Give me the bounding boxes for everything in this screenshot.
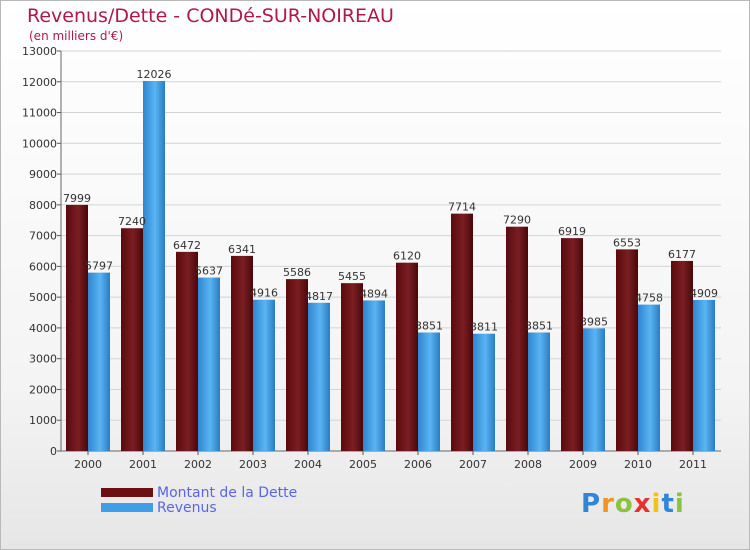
legend-swatch-dette (101, 488, 153, 497)
logo-letter: x (633, 489, 652, 519)
y-tick-label: 1000 (29, 414, 57, 427)
x-tick-label: 2010 (624, 458, 652, 471)
data-label: 5637 (195, 265, 223, 278)
logo-letter: i (674, 489, 685, 519)
bar-dette (506, 226, 528, 451)
bar-revenus (693, 299, 715, 451)
y-tick-label: 9000 (29, 168, 57, 181)
x-tick-label: 2002 (184, 458, 212, 471)
legend-label-dette: Montant de la Dette (157, 484, 298, 501)
data-label: 3851 (415, 320, 443, 333)
x-tick-label: 2006 (404, 458, 432, 471)
data-label: 7240 (118, 215, 146, 228)
data-label: 7714 (448, 201, 476, 214)
y-tick-label: 0 (50, 445, 57, 458)
logo-letter: i (651, 489, 662, 519)
bar-dette (121, 228, 143, 451)
legend-swatch-revenus (101, 503, 153, 512)
bar-dette (561, 238, 583, 451)
bar-revenus (308, 302, 330, 451)
data-label: 4817 (305, 290, 333, 303)
bar-revenus (143, 80, 165, 451)
data-label: 6472 (173, 239, 201, 252)
y-tick-label: 2000 (29, 383, 57, 396)
data-label: 6120 (393, 250, 421, 263)
bar-revenus (528, 332, 550, 451)
data-label: 4758 (635, 292, 663, 305)
data-label: 5797 (85, 260, 113, 273)
bar-dette (396, 262, 418, 451)
bar-dette (451, 213, 473, 451)
legend-item-revenus: Revenus (101, 499, 297, 516)
bar-revenus (198, 277, 220, 451)
data-label: 7999 (63, 192, 91, 205)
data-label: 7290 (503, 214, 531, 227)
bar-revenus (638, 304, 660, 451)
data-label: 5586 (283, 266, 311, 279)
legend-label-revenus: Revenus (157, 499, 217, 516)
data-label: 5455 (338, 270, 366, 283)
legend-item-dette: Montant de la Dette (101, 484, 298, 501)
legend: Montant de la Dette Revenus (101, 484, 298, 516)
data-label: 4909 (690, 287, 718, 300)
y-tick-label: 7000 (29, 230, 57, 243)
data-label: 6919 (558, 225, 586, 238)
x-tick-label: 2011 (679, 458, 707, 471)
bar-dette (671, 260, 693, 451)
bar-dette (176, 251, 198, 451)
x-tick-label: 2008 (514, 458, 542, 471)
x-tick-label: 2001 (129, 458, 157, 471)
logo-letter: r (601, 489, 615, 519)
data-label: 6177 (668, 248, 696, 261)
data-label: 6341 (228, 243, 256, 256)
y-tick-label: 4000 (29, 322, 57, 335)
x-tick-label: 2005 (349, 458, 377, 471)
y-tick-label: 10000 (22, 137, 57, 150)
chart-title: Revenus/Dette - CONDé-SUR-NOIREAU (27, 5, 394, 27)
logo-letter: t (661, 489, 675, 519)
data-label: 4894 (360, 287, 388, 300)
data-label: 3811 (470, 321, 498, 334)
data-label: 4916 (250, 287, 278, 300)
data-label: 12026 (137, 68, 172, 81)
x-tick-label: 2004 (294, 458, 322, 471)
y-tick-label: 8000 (29, 199, 57, 212)
bar-dette (341, 283, 363, 451)
data-label: 3985 (580, 315, 608, 328)
bar-revenus (363, 300, 385, 451)
x-tick-label: 2007 (459, 458, 487, 471)
data-label: 3851 (525, 320, 553, 333)
logo-letter: P (581, 489, 602, 519)
x-tick-label: 2000 (74, 458, 102, 471)
y-tick-label: 6000 (29, 260, 57, 273)
bar-revenus (418, 332, 440, 451)
bar-dette (616, 249, 638, 451)
x-tick-label: 2003 (239, 458, 267, 471)
y-tick-label: 13000 (22, 45, 57, 58)
y-tick-label: 5000 (29, 291, 57, 304)
bar-revenus (583, 328, 605, 451)
y-tick-label: 12000 (22, 76, 57, 89)
bar-dette (286, 279, 308, 451)
y-tick-label: 11000 (22, 107, 57, 120)
proxiti-logo: Proxiti (581, 489, 685, 519)
bar-dette (231, 255, 253, 451)
x-tick-label: 2009 (569, 458, 597, 471)
chart-subtitle: (en milliers d'€) (29, 29, 124, 43)
y-tick-label: 3000 (29, 353, 57, 366)
bar-revenus (473, 333, 495, 451)
bar-dette (66, 204, 88, 451)
data-label: 6553 (613, 236, 641, 249)
logo-letter: o (614, 489, 634, 519)
bar-revenus (253, 299, 275, 451)
bar-revenus (88, 272, 110, 451)
